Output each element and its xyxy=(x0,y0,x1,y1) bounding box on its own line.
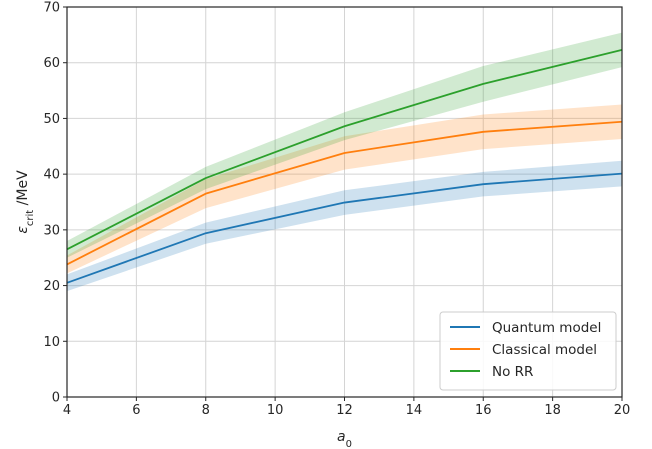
legend-label-0: Quantum model xyxy=(492,320,601,336)
line-series-2 xyxy=(66,49,623,251)
y-axis-ticks: 0 10 20 30 40 50 60 70 xyxy=(43,1,67,406)
x-tick-label-6: 16 xyxy=(475,403,492,418)
legend-label-2: No RR xyxy=(492,364,533,380)
y-tick-label-4: 40 xyxy=(43,168,60,183)
series-lines xyxy=(66,49,623,284)
line-series-0 xyxy=(66,172,623,284)
legend-label-1: Classical model xyxy=(492,342,597,358)
y-tick-label-3: 30 xyxy=(43,223,60,238)
x-tick-label-4: 12 xyxy=(336,403,353,418)
x-tick-label-8: 20 xyxy=(614,403,631,418)
x-tick-label-2: 8 xyxy=(202,403,210,418)
line-series-1 xyxy=(66,120,623,266)
y-tick-label-7: 70 xyxy=(43,1,60,16)
y-axis-label: εcrit /MeV xyxy=(15,170,36,234)
y-tick-label-5: 50 xyxy=(43,112,60,127)
x-axis-label: a0 xyxy=(337,429,352,449)
band-series-2 xyxy=(67,32,622,258)
y-tick-label-0: 0 xyxy=(52,391,60,406)
band-series-0 xyxy=(67,160,622,292)
y-tick-label-1: 10 xyxy=(43,335,60,350)
legend: Quantum model Classical model No RR xyxy=(439,311,617,391)
x-tick-label-1: 6 xyxy=(132,403,140,418)
y-tick-label-6: 60 xyxy=(43,56,60,71)
x-tick-label-7: 18 xyxy=(544,403,561,418)
legend-box xyxy=(439,311,617,391)
x-axis-ticks: 4 6 8 10 12 14 16 18 20 xyxy=(63,397,630,418)
x-tick-label-5: 14 xyxy=(406,403,423,418)
confidence-bands xyxy=(67,32,622,292)
band-series-1 xyxy=(67,104,622,274)
y-tick-label-2: 20 xyxy=(43,279,60,294)
x-tick-label-3: 10 xyxy=(267,403,284,418)
x-tick-label-0: 4 xyxy=(63,403,71,418)
